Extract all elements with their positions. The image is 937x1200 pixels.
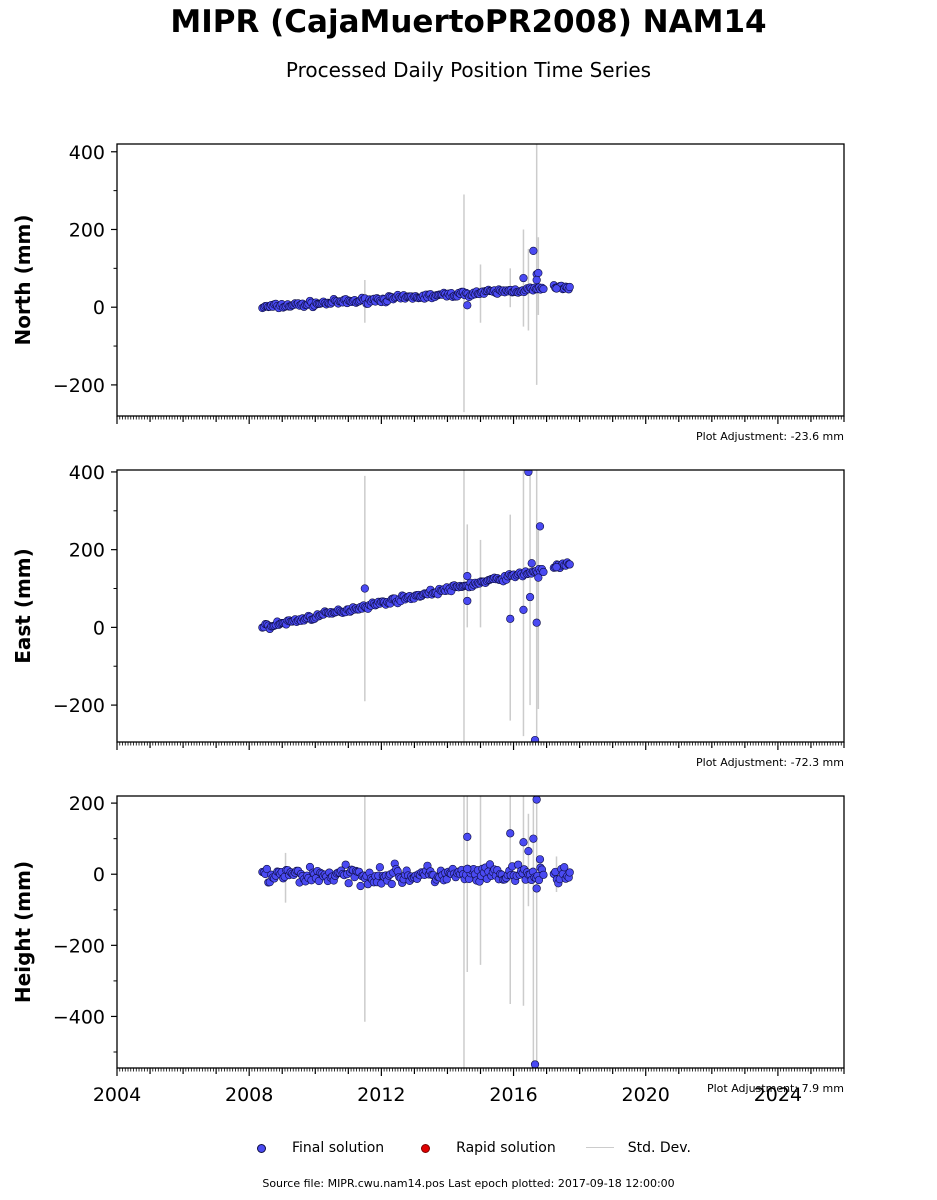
y-tick-label: 200 [69, 793, 105, 815]
final-solution-point [535, 522, 545, 531]
legend-label-std: Std. Dev. [627, 1140, 691, 1156]
final-solution-point [532, 618, 541, 627]
y-tick-label: −200 [53, 935, 105, 957]
final-solution-point [463, 864, 472, 873]
final-solution-point [341, 860, 350, 869]
final-solution-point [524, 847, 533, 856]
final-solution-point [519, 605, 528, 614]
final-solution-point [262, 864, 271, 874]
legend-label-final: Final solution [292, 1140, 385, 1156]
panel-1: 400 200 0 −200 North (mm) Plot Adjustment: -2… [11, 142, 845, 443]
y-tick-label: 200 [69, 219, 105, 241]
legend-item-std: Std. Dev. [585, 1138, 691, 1158]
final-solution-point [506, 829, 515, 838]
final-solution-point [524, 470, 533, 477]
plot-adjustment: Plot Adjustment: -72.3 mm [696, 756, 844, 769]
final-solution-point [535, 855, 545, 864]
y-axis-label: Height (mm) [11, 861, 35, 1003]
final-solution-point [534, 268, 543, 278]
plot-adjustment: Plot Adjustment: 7.9 mm [707, 1082, 844, 1095]
panel-1-plot-area [258, 144, 574, 413]
final-solution-point [552, 563, 561, 572]
y-tick-label: −200 [53, 375, 105, 397]
final-solution-point [485, 860, 495, 869]
panel-2: 400 200 0 −200 East (mm) Plot Adjustment: -72… [11, 462, 845, 769]
x-tick-label: 2020 [622, 1084, 670, 1106]
final-solution-point [552, 284, 561, 293]
y-tick-label: 0 [93, 864, 105, 886]
x-tick-label: 2008 [225, 1084, 273, 1106]
final-solution-point [532, 796, 541, 804]
final-solution-point [530, 735, 540, 742]
plot-adjustment: Plot Adjustment: -23.6 mm [696, 430, 844, 443]
y-axis-label: East (mm) [11, 548, 35, 664]
y-tick-label: 400 [69, 462, 105, 484]
legend: Final solution Rapid solution Std. Dev. [250, 1138, 721, 1158]
final-solution-point [539, 284, 548, 294]
final-solution-point [387, 879, 396, 889]
y-axis-label: North (mm) [11, 214, 35, 345]
rapid-solution-marker [414, 1138, 450, 1158]
final-solution-point [463, 571, 472, 581]
final-solution-point [356, 881, 365, 891]
final-solution-point [529, 834, 538, 843]
panel-3-plot-area [258, 796, 574, 1068]
y-tick-label: −200 [53, 695, 105, 717]
legend-item-final: Final solution [250, 1138, 384, 1158]
x-tick-label: 2012 [357, 1084, 405, 1106]
x-tick-label: 2004 [93, 1084, 141, 1106]
final-solution-point [565, 868, 574, 877]
final-solution-point [560, 863, 569, 872]
final-solution-point [463, 596, 472, 606]
final-solution-point [375, 863, 384, 872]
y-tick-label: 200 [69, 540, 105, 562]
panel-2-plot-area [258, 470, 574, 742]
final-solution-point [565, 560, 574, 569]
final-solution-point [527, 559, 536, 568]
final-solution-point [532, 275, 541, 285]
legend-label-rapid: Rapid solution [456, 1140, 556, 1156]
final-solution-point [529, 246, 538, 255]
panel-3: 200 0 −200 −400 Height (mm) Plot Adjustment: … [11, 793, 845, 1106]
y-tick-label: −400 [53, 1006, 105, 1028]
final-solution-point [525, 592, 535, 602]
final-solution-point [530, 1060, 540, 1068]
final-solution-point [534, 875, 544, 885]
final-solution-point [519, 838, 528, 847]
final-solution-point [463, 301, 472, 310]
x-tick-label: 2024 [754, 1084, 802, 1106]
final-solution-marker [250, 1138, 286, 1158]
source-footer: Source file: MIPR.cwu.nam14.pos Last epo… [262, 1177, 675, 1190]
y-tick-label: 400 [69, 142, 105, 164]
final-solution-point [360, 584, 369, 593]
chart-title: MIPR (CajaMuertoPR2008) NAM14 [170, 4, 767, 40]
final-solution-point [532, 884, 541, 893]
final-solution-point [539, 567, 548, 577]
final-solution-point [539, 870, 548, 879]
final-solution-point [344, 879, 353, 888]
final-solution-point [565, 282, 574, 292]
chart-subtitle: Processed Daily Position Time Series [285, 58, 652, 82]
final-solution-point [463, 832, 472, 841]
legend-item-rapid: Rapid solution [414, 1138, 556, 1158]
final-solution-point [534, 573, 543, 582]
final-solution-point [506, 614, 515, 623]
y-tick-label: 0 [93, 297, 105, 319]
final-solution-point [519, 273, 528, 283]
std-dev-line-marker [585, 1138, 622, 1158]
y-tick-label: 0 [93, 617, 105, 639]
x-tick-label: 2016 [489, 1084, 537, 1106]
